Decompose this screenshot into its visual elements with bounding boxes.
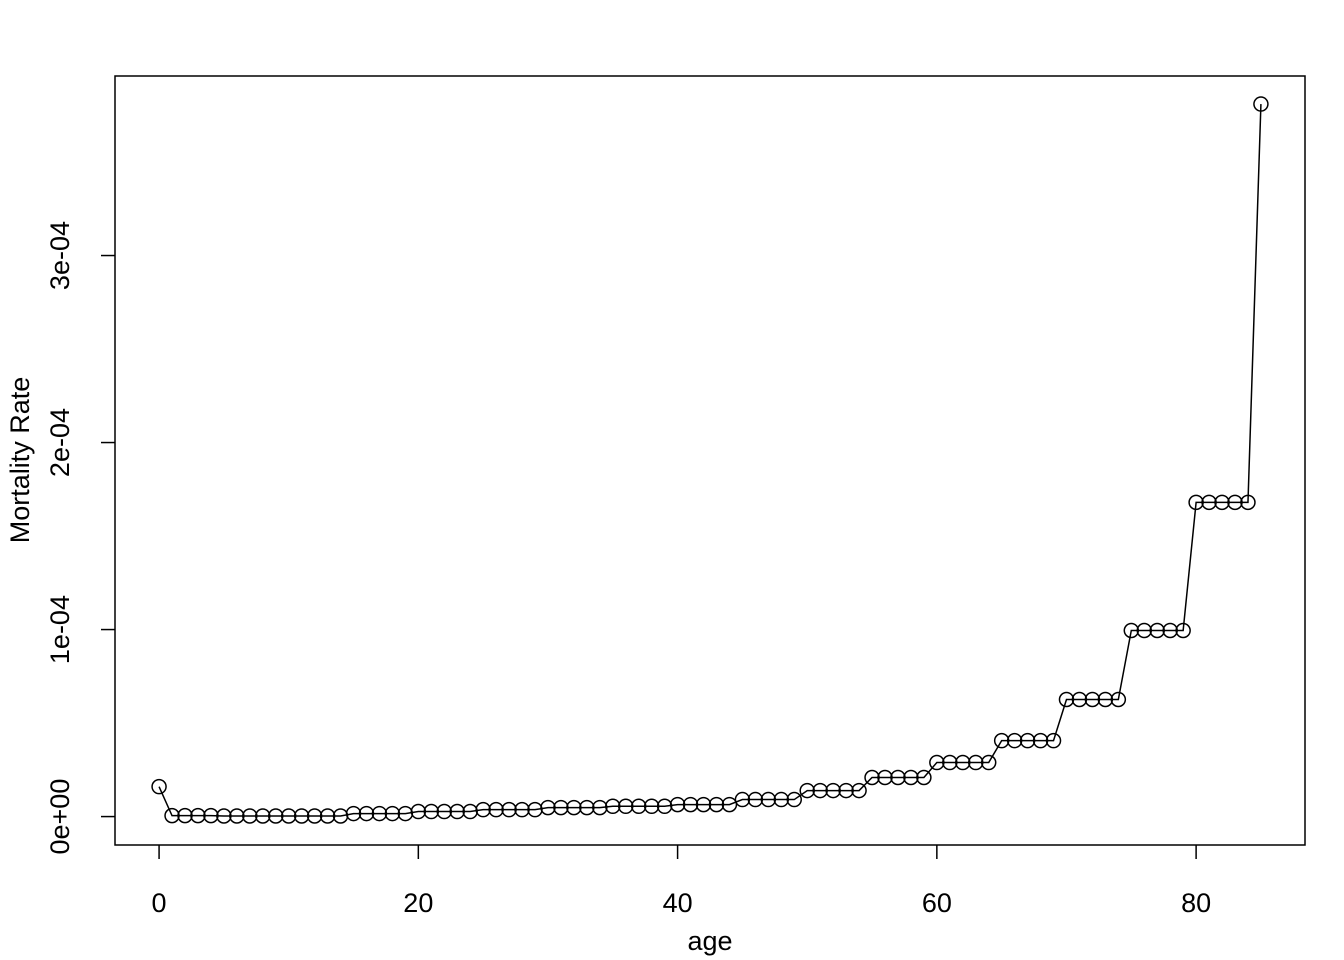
point bbox=[1110, 691, 1127, 708]
y-tick-label: 1e-04 bbox=[45, 595, 75, 664]
point bbox=[890, 769, 906, 786]
point bbox=[190, 807, 206, 824]
point bbox=[799, 782, 815, 799]
point bbox=[553, 799, 569, 816]
point bbox=[605, 798, 621, 815]
x-tick-label: 60 bbox=[922, 888, 952, 918]
point bbox=[1006, 732, 1023, 749]
point bbox=[280, 808, 297, 824]
point bbox=[877, 769, 893, 786]
point bbox=[734, 791, 751, 808]
x-axis-label: age bbox=[687, 926, 732, 956]
point bbox=[838, 782, 854, 799]
point bbox=[682, 796, 699, 813]
x-tick-label: 20 bbox=[403, 888, 433, 918]
point bbox=[540, 799, 556, 816]
point bbox=[319, 808, 336, 824]
point bbox=[475, 801, 491, 818]
point bbox=[501, 801, 517, 818]
point bbox=[1253, 96, 1269, 112]
point bbox=[436, 803, 453, 820]
x-tick-label: 0 bbox=[152, 888, 167, 918]
y-tick-label: 3e-04 bbox=[45, 221, 75, 290]
series-line bbox=[158, 104, 1262, 817]
point bbox=[747, 791, 764, 808]
point bbox=[1136, 622, 1153, 639]
point bbox=[669, 796, 686, 813]
point bbox=[617, 798, 634, 815]
point bbox=[1149, 622, 1165, 639]
point bbox=[177, 807, 193, 824]
point bbox=[656, 798, 673, 815]
point bbox=[942, 754, 958, 771]
point bbox=[1214, 494, 1230, 511]
point bbox=[1240, 494, 1256, 511]
point bbox=[216, 808, 232, 824]
point bbox=[592, 799, 608, 816]
point bbox=[993, 732, 1010, 749]
point bbox=[579, 799, 595, 816]
point bbox=[916, 769, 932, 786]
point bbox=[151, 778, 167, 795]
plot-box bbox=[114, 75, 1306, 846]
point bbox=[1084, 691, 1101, 708]
y-axis-label: Mortality Rate bbox=[5, 377, 35, 544]
point bbox=[1045, 732, 1062, 749]
point bbox=[423, 803, 440, 820]
point bbox=[1071, 691, 1088, 708]
point bbox=[721, 796, 738, 813]
point bbox=[449, 803, 465, 820]
point bbox=[255, 808, 271, 824]
point bbox=[1188, 494, 1204, 511]
x-tick-label: 40 bbox=[663, 888, 693, 918]
point bbox=[293, 808, 310, 824]
point bbox=[164, 807, 180, 824]
point bbox=[643, 798, 660, 815]
point bbox=[242, 808, 258, 824]
point bbox=[630, 798, 647, 815]
point bbox=[760, 791, 777, 808]
point bbox=[825, 782, 841, 799]
point bbox=[1123, 622, 1140, 639]
point bbox=[812, 782, 828, 799]
point bbox=[851, 782, 867, 799]
point bbox=[695, 796, 712, 813]
point bbox=[371, 805, 388, 822]
point bbox=[1175, 622, 1191, 639]
point bbox=[773, 791, 790, 808]
point bbox=[488, 801, 504, 818]
point bbox=[462, 803, 478, 820]
point bbox=[967, 754, 984, 771]
point bbox=[566, 799, 582, 816]
point bbox=[229, 808, 245, 824]
point bbox=[1032, 732, 1049, 749]
point bbox=[1058, 691, 1075, 708]
point bbox=[306, 808, 323, 824]
x-tick-label: 80 bbox=[1181, 888, 1211, 918]
y-tick-label: 2e-04 bbox=[45, 408, 75, 477]
point bbox=[1227, 494, 1243, 511]
point bbox=[1201, 494, 1217, 511]
point bbox=[1162, 622, 1178, 639]
point bbox=[955, 754, 971, 771]
point bbox=[514, 801, 530, 818]
point bbox=[1019, 732, 1036, 749]
point bbox=[1097, 691, 1114, 708]
point bbox=[410, 803, 427, 820]
point bbox=[203, 807, 219, 824]
point bbox=[786, 791, 803, 808]
point bbox=[345, 805, 362, 822]
y-tick-label: 0e+00 bbox=[45, 779, 75, 855]
point bbox=[267, 808, 284, 824]
point bbox=[708, 796, 725, 813]
point bbox=[864, 769, 880, 786]
point bbox=[358, 805, 375, 822]
point bbox=[384, 805, 401, 822]
point bbox=[903, 769, 919, 786]
point bbox=[929, 754, 945, 771]
point bbox=[980, 754, 997, 771]
